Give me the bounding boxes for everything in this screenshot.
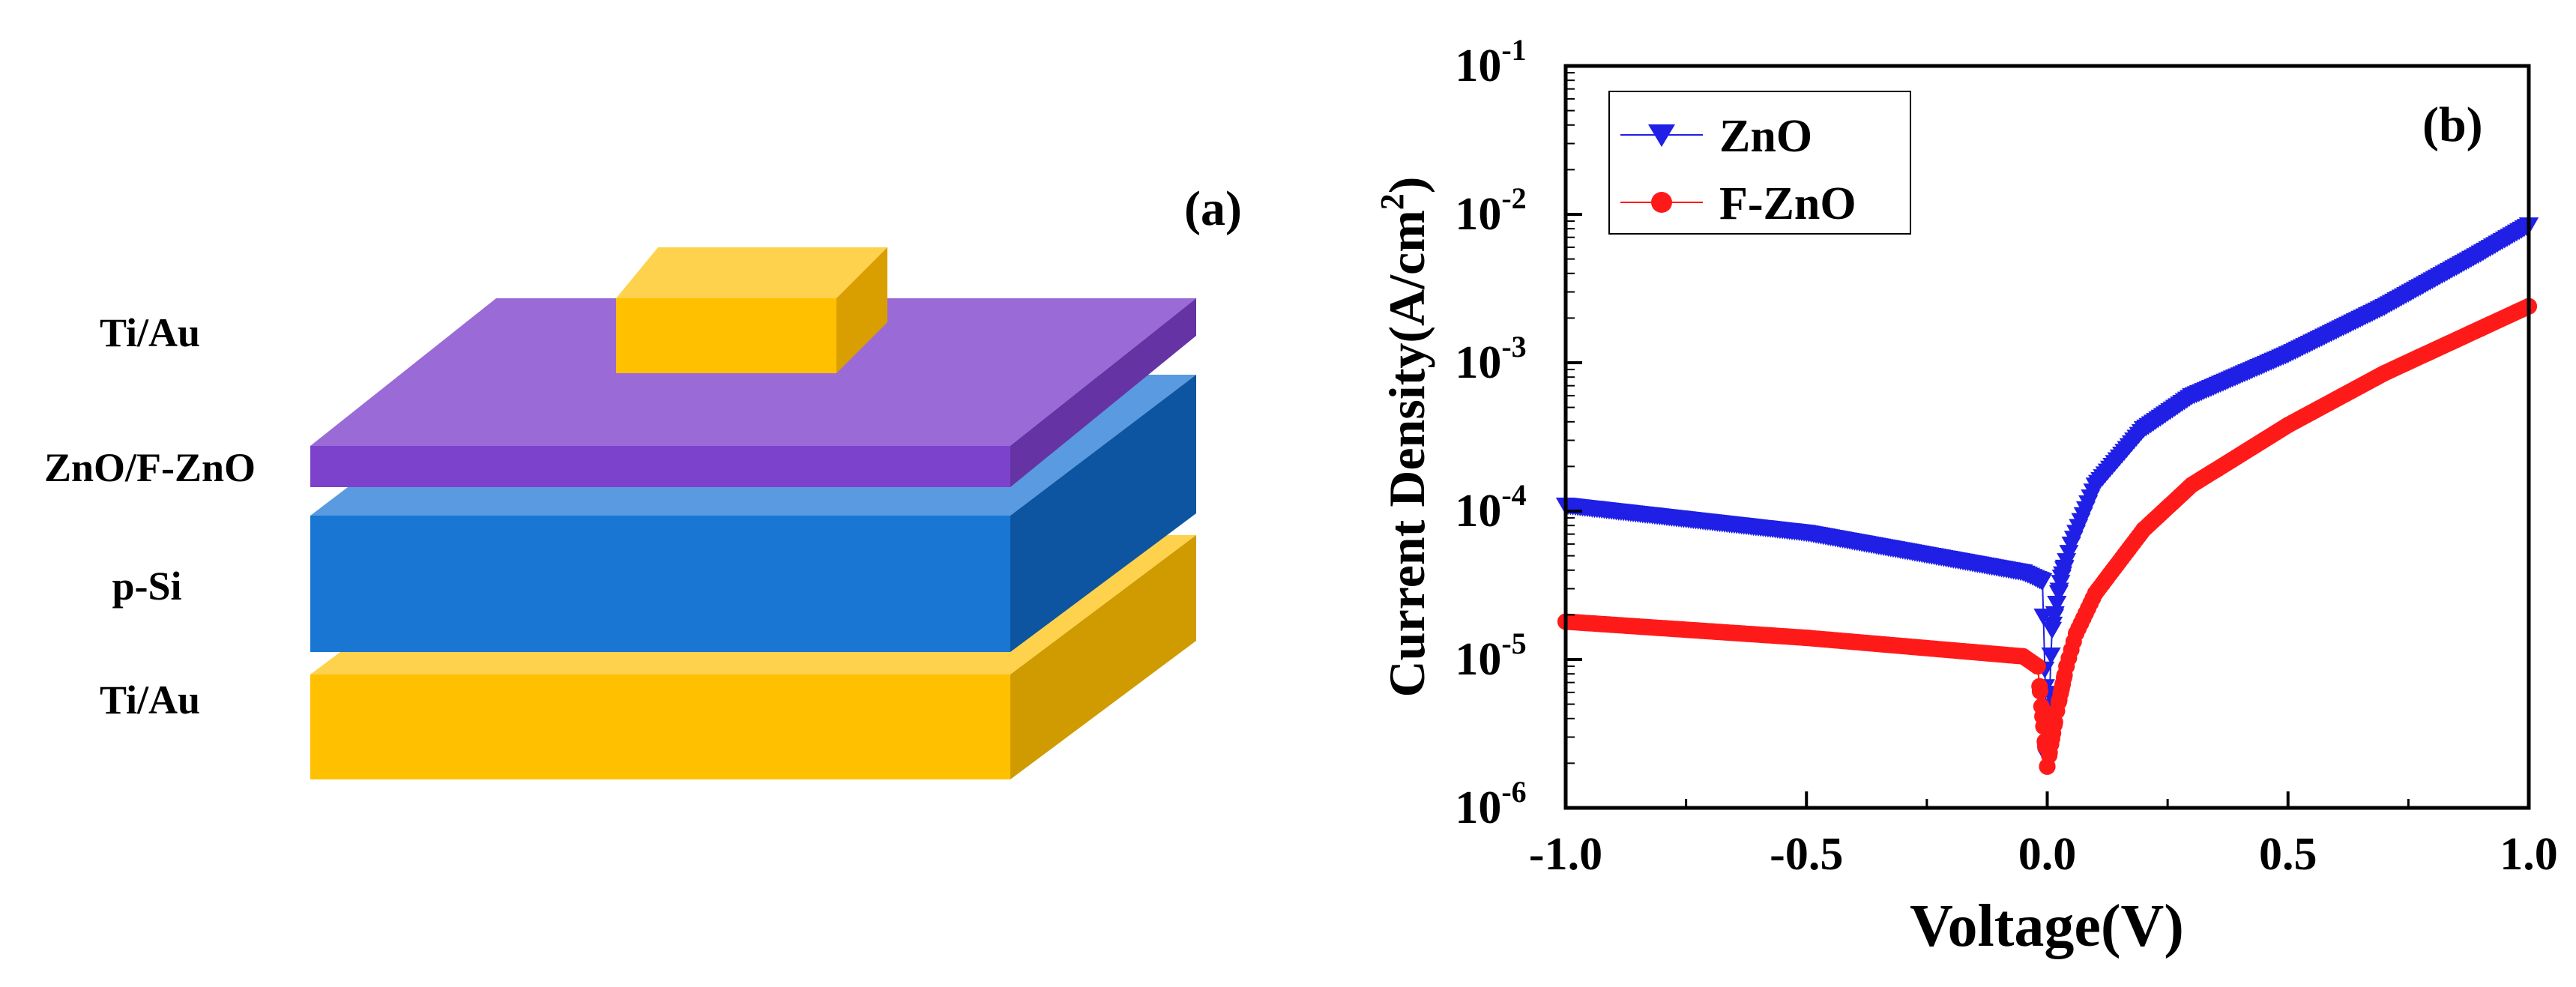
data-point (2045, 606, 2065, 624)
x-axis-label: Voltage(V) (1910, 893, 2184, 959)
legend-marker-fzno (1651, 192, 1672, 213)
layer-label-bottom-electrode: Ti/Au (100, 677, 200, 722)
device-schematic (310, 247, 1196, 779)
data-point (2033, 573, 2053, 591)
y-axis-label-close: ) (1378, 177, 1435, 194)
y-tick-label: 10-1 (1455, 33, 1526, 91)
bottom-electrode-side-face (1010, 535, 1196, 779)
x-tick-label: 0.5 (2259, 829, 2317, 880)
bottom-electrode-front-face (310, 674, 1010, 779)
data-point (2029, 658, 2046, 675)
p-si-front-face (310, 516, 1010, 652)
top-contact-side-face (836, 247, 887, 373)
legend-label-fzno: F-ZnO (1719, 178, 1856, 229)
y-tick-label: 10-5 (1455, 627, 1526, 685)
series-layer (1556, 217, 2539, 775)
jv-chart: -1.0 -0.5 0.0 0.5 1.0 10-6 10-5 10-4 10-3 10-2 10-… (1455, 33, 2557, 880)
data-point (2031, 683, 2048, 700)
top-contact-top-face (616, 247, 887, 298)
series-f-zno (1557, 298, 2537, 775)
x-tick-label: 0.0 (2018, 829, 2077, 880)
series-zno (1556, 217, 2539, 767)
layer-label-p-si: p-Si (112, 564, 181, 609)
x-tick-label: -1.0 (1529, 829, 1602, 880)
x-tick-label: 1.0 (2500, 829, 2558, 880)
ticks-layer: -1.0 -0.5 0.0 0.5 1.0 10-6 10-5 10-4 10-3 10-2 10-… (1455, 33, 2557, 880)
data-point (2041, 647, 2061, 665)
data-point (2049, 582, 2069, 600)
panel-a-label: (a) (1184, 181, 1242, 236)
layer-label-top-electrode: Ti/Au (100, 310, 200, 355)
zno-side-face (1010, 298, 1196, 487)
legend: ZnO F-ZnO (1608, 91, 1911, 235)
panel-b-label: (b) (2422, 97, 2483, 152)
legend-marker-zno (1648, 124, 1675, 147)
y-tick-label: 10-6 (1455, 775, 1526, 833)
data-point (2043, 616, 2063, 634)
y-tick-label: 10-4 (1455, 478, 1526, 537)
y-axis-label-superscript: 2 (1374, 193, 1411, 210)
legend-label-zno: ZnO (1719, 111, 1812, 162)
zno-front-face (310, 446, 1010, 487)
y-tick-label: 10-2 (1455, 181, 1526, 240)
p-si-side-face (1010, 375, 1196, 652)
x-tick-label: -0.5 (1770, 829, 1843, 880)
data-point (2047, 595, 2067, 613)
y-axis-label-main: Current Density(A/cm (1378, 210, 1435, 697)
y-tick-label: 10-3 (1455, 330, 1526, 388)
layer-label-zno: ZnO/F-ZnO (44, 445, 256, 490)
y-axis-label: Current Density(A/cm2) (1374, 177, 1435, 698)
top-contact-front-face (616, 298, 836, 373)
